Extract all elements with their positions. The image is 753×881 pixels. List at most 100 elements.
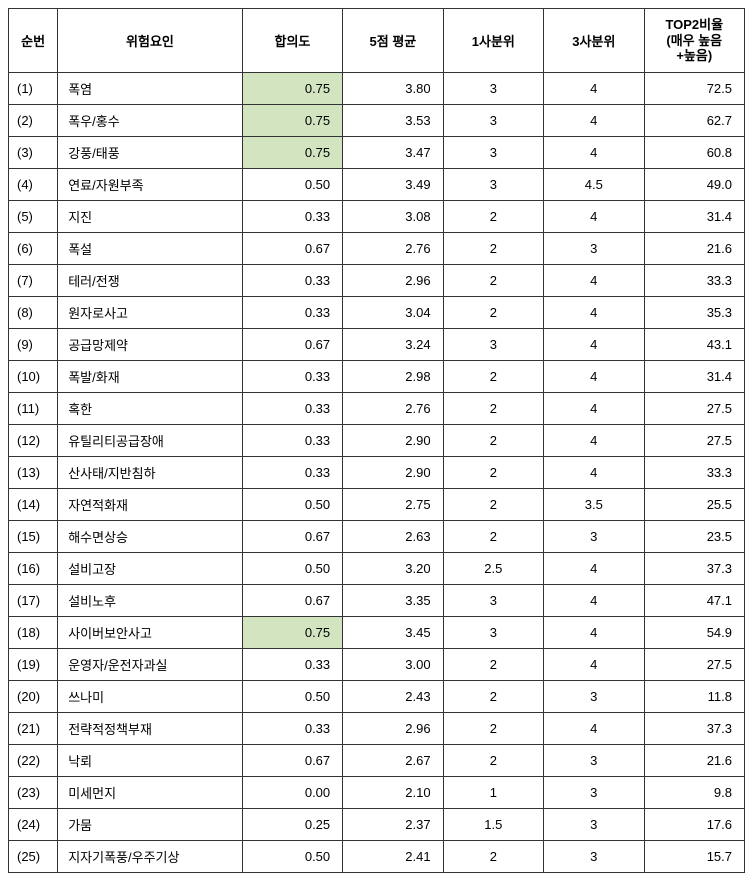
cell-q1: 1.5 xyxy=(443,808,543,840)
cell-q3: 4 xyxy=(544,456,644,488)
cell-idx: (1) xyxy=(9,72,58,104)
cell-consensus: 0.33 xyxy=(242,200,342,232)
cell-q3: 3 xyxy=(544,776,644,808)
cell-q1: 2 xyxy=(443,520,543,552)
table-row: (4)연료/자원부족0.503.4934.549.0 xyxy=(9,168,745,200)
cell-top2: 62.7 xyxy=(644,104,744,136)
cell-q1: 2 xyxy=(443,488,543,520)
cell-consensus: 0.75 xyxy=(242,72,342,104)
cell-q3: 3 xyxy=(544,840,644,872)
cell-factor: 설비고장 xyxy=(58,552,243,584)
table-row: (7)테러/전쟁0.332.962433.3 xyxy=(9,264,745,296)
cell-consensus: 0.67 xyxy=(242,328,342,360)
cell-factor: 낙뢰 xyxy=(58,744,243,776)
cell-idx: (4) xyxy=(9,168,58,200)
cell-consensus: 0.33 xyxy=(242,424,342,456)
table-row: (17)설비노후0.673.353447.1 xyxy=(9,584,745,616)
cell-consensus: 0.50 xyxy=(242,552,342,584)
header-consensus: 합의도 xyxy=(242,9,342,73)
cell-idx: (23) xyxy=(9,776,58,808)
cell-q3: 3 xyxy=(544,232,644,264)
cell-top2: 31.4 xyxy=(644,200,744,232)
cell-consensus: 0.67 xyxy=(242,520,342,552)
cell-idx: (3) xyxy=(9,136,58,168)
cell-avg: 2.96 xyxy=(343,264,443,296)
cell-q3: 4 xyxy=(544,392,644,424)
cell-factor: 미세먼지 xyxy=(58,776,243,808)
cell-consensus: 0.50 xyxy=(242,168,342,200)
cell-q3: 4 xyxy=(544,648,644,680)
cell-top2: 27.5 xyxy=(644,648,744,680)
risk-factor-table: 순번 위험요인 합의도 5점 평균 1사분위 3사분위 TOP2비율(매우 높음… xyxy=(8,8,745,873)
table-row: (3)강풍/태풍0.753.473460.8 xyxy=(9,136,745,168)
cell-idx: (15) xyxy=(9,520,58,552)
cell-factor: 폭염 xyxy=(58,72,243,104)
cell-q3: 4 xyxy=(544,200,644,232)
table-row: (1)폭염0.753.803472.5 xyxy=(9,72,745,104)
cell-idx: (17) xyxy=(9,584,58,616)
table-row: (8)원자로사고0.333.042435.3 xyxy=(9,296,745,328)
cell-consensus: 0.33 xyxy=(242,648,342,680)
cell-q3: 3 xyxy=(544,744,644,776)
cell-factor: 유틸리티공급장애 xyxy=(58,424,243,456)
table-row: (10)폭발/화재0.332.982431.4 xyxy=(9,360,745,392)
cell-q3: 4 xyxy=(544,328,644,360)
cell-q1: 2 xyxy=(443,456,543,488)
cell-q3: 3 xyxy=(544,520,644,552)
cell-top2: 37.3 xyxy=(644,712,744,744)
cell-q1: 2 xyxy=(443,648,543,680)
cell-consensus: 0.25 xyxy=(242,808,342,840)
header-q1: 1사분위 xyxy=(443,9,543,73)
cell-top2: 47.1 xyxy=(644,584,744,616)
cell-top2: 37.3 xyxy=(644,552,744,584)
table-row: (16)설비고장0.503.202.5437.3 xyxy=(9,552,745,584)
cell-top2: 23.5 xyxy=(644,520,744,552)
cell-consensus: 0.75 xyxy=(242,136,342,168)
cell-avg: 3.80 xyxy=(343,72,443,104)
cell-factor: 공급망제약 xyxy=(58,328,243,360)
cell-consensus: 0.33 xyxy=(242,392,342,424)
table-row: (20)쓰나미0.502.432311.8 xyxy=(9,680,745,712)
cell-avg: 2.67 xyxy=(343,744,443,776)
cell-q1: 3 xyxy=(443,104,543,136)
cell-consensus: 0.50 xyxy=(242,488,342,520)
cell-q1: 2 xyxy=(443,424,543,456)
cell-q1: 3 xyxy=(443,328,543,360)
cell-top2: 11.8 xyxy=(644,680,744,712)
cell-consensus: 0.33 xyxy=(242,456,342,488)
cell-q3: 4 xyxy=(544,616,644,648)
cell-q3: 4 xyxy=(544,72,644,104)
cell-avg: 2.10 xyxy=(343,776,443,808)
cell-q1: 3 xyxy=(443,136,543,168)
cell-factor: 해수면상승 xyxy=(58,520,243,552)
table-row: (24)가뭄0.252.371.5317.6 xyxy=(9,808,745,840)
cell-top2: 27.5 xyxy=(644,392,744,424)
cell-consensus: 0.50 xyxy=(242,680,342,712)
cell-factor: 테러/전쟁 xyxy=(58,264,243,296)
cell-top2: 35.3 xyxy=(644,296,744,328)
cell-avg: 2.76 xyxy=(343,392,443,424)
table-row: (13)산사태/지반침하0.332.902433.3 xyxy=(9,456,745,488)
cell-consensus: 0.75 xyxy=(242,616,342,648)
cell-consensus: 0.75 xyxy=(242,104,342,136)
cell-q1: 3 xyxy=(443,584,543,616)
cell-q1: 2 xyxy=(443,360,543,392)
cell-q3: 4 xyxy=(544,584,644,616)
cell-top2: 21.6 xyxy=(644,232,744,264)
cell-top2: 49.0 xyxy=(644,168,744,200)
cell-idx: (7) xyxy=(9,264,58,296)
cell-q1: 3 xyxy=(443,72,543,104)
cell-factor: 쓰나미 xyxy=(58,680,243,712)
cell-avg: 3.45 xyxy=(343,616,443,648)
header-q3: 3사분위 xyxy=(544,9,644,73)
cell-avg: 2.37 xyxy=(343,808,443,840)
cell-factor: 운영자/운전자과실 xyxy=(58,648,243,680)
cell-factor: 원자로사고 xyxy=(58,296,243,328)
cell-avg: 2.63 xyxy=(343,520,443,552)
cell-avg: 3.04 xyxy=(343,296,443,328)
cell-idx: (11) xyxy=(9,392,58,424)
cell-consensus: 0.67 xyxy=(242,584,342,616)
cell-idx: (8) xyxy=(9,296,58,328)
cell-avg: 2.98 xyxy=(343,360,443,392)
cell-idx: (12) xyxy=(9,424,58,456)
